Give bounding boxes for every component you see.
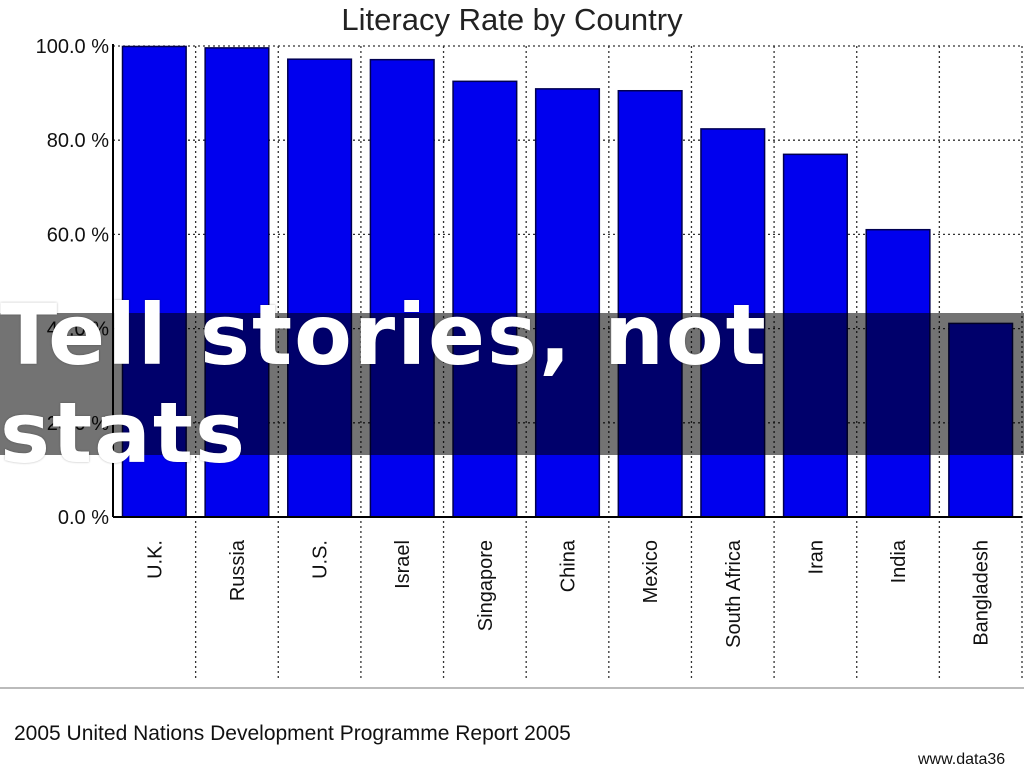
y-tick-label-0: 0.0 % <box>58 507 109 529</box>
category-label-7: South Africa <box>723 539 745 648</box>
category-labels: U.K. Russia U.S. Israel Singapore China Mexico… <box>144 539 992 648</box>
category-label-9: India <box>888 539 910 583</box>
category-label-10: Bangladesh <box>971 540 993 646</box>
caption-band <box>0 313 1024 455</box>
chart-title: Literacy Rate by Country <box>341 2 683 37</box>
category-label-3: Israel <box>392 540 414 589</box>
y-tick-label-5: 100.0 % <box>36 36 110 58</box>
source-note: 2005 United Nations Development Programm… <box>14 722 571 745</box>
category-label-2: U.S. <box>310 540 332 579</box>
y-tick-label-4: 80.0 % <box>47 130 109 152</box>
category-label-5: China <box>558 539 580 592</box>
category-label-8: Iran <box>805 540 827 574</box>
category-label-4: Singapore <box>475 540 497 631</box>
overlay-caption: Tell stories, not stats <box>0 286 768 482</box>
y-tick-label-3: 60.0 % <box>47 224 109 246</box>
category-label-0: U.K. <box>144 540 166 579</box>
category-label-6: Mexico <box>640 540 662 603</box>
watermark: www.data36 <box>917 751 1005 768</box>
category-label-1: Russia <box>227 539 249 601</box>
